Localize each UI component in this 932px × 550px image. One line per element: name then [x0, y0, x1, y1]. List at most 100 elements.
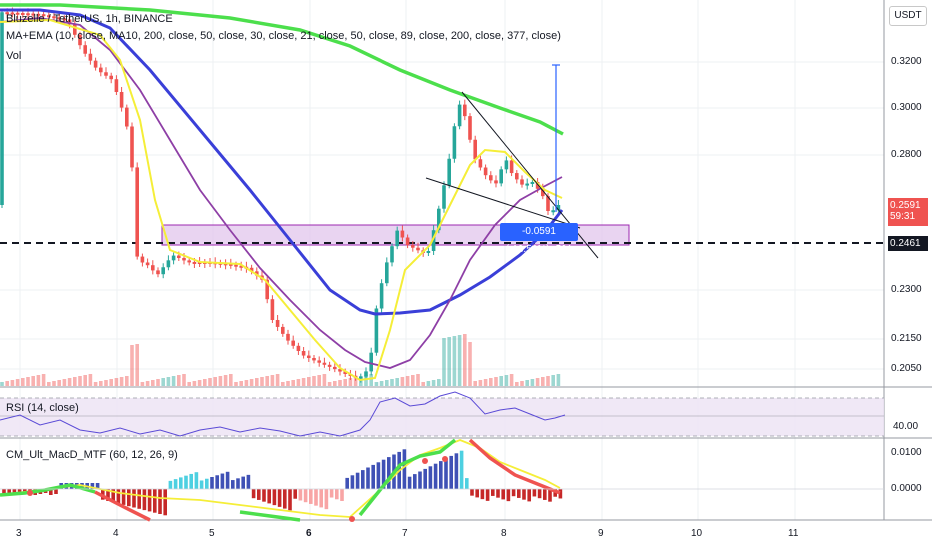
candle-body: [21, 13, 25, 16]
ma-indicator-legend[interactable]: MA+EMA (10, close, MA10, 200, close, 50,…: [6, 30, 561, 42]
ma-blue-line[interactable]: [0, 8, 564, 316]
volume-bar: [426, 381, 431, 386]
candle-body: [338, 369, 342, 372]
candle-body: [187, 260, 191, 263]
volume-bar: [291, 380, 295, 386]
macd-hist-bar: [485, 489, 490, 501]
candle-body: [400, 230, 405, 238]
volume-bar: [88, 374, 93, 386]
volume-bar: [130, 345, 134, 386]
macd-hist-bar: [413, 474, 417, 489]
candle-body: [130, 126, 134, 168]
candle-body: [83, 45, 87, 54]
macd-line[interactable]: [0, 483, 96, 497]
candle-body: [57, 17, 61, 20]
candle-body: [5, 12, 9, 15]
candle-body: [119, 92, 124, 108]
volume-bar: [140, 382, 145, 386]
volume-bar: [213, 377, 217, 386]
macd-hist-bar: [350, 475, 355, 489]
volume-bar: [530, 379, 535, 386]
volume-bar: [15, 379, 20, 386]
volume-bar: [151, 380, 155, 386]
volume-bar: [452, 336, 457, 386]
macd-hist-bar: [220, 473, 225, 489]
macd-hist-bar: [298, 489, 303, 501]
volume-bar: [26, 377, 30, 386]
macd-legend[interactable]: CM_Ult_MacD_MTF (60, 12, 26, 9): [6, 449, 178, 461]
volume-bar: [478, 380, 483, 386]
volume-bar: [494, 377, 498, 386]
candle-body: [395, 230, 399, 247]
macd-hist-bar: [340, 489, 344, 501]
candle-body: [182, 257, 186, 261]
macd-hist-bar: [95, 483, 100, 489]
macd-hist-bar: [205, 478, 209, 489]
candle-body: [379, 283, 384, 309]
macd-hist-bar: [54, 489, 58, 494]
price-tick: 0.2150: [891, 333, 922, 344]
macd-hist-bar: [246, 474, 251, 489]
candle-body: [156, 270, 160, 275]
time-tick: 11: [788, 528, 799, 539]
candle-body: [78, 34, 82, 46]
macd-hist-bar: [511, 489, 516, 497]
candle-body: [36, 13, 41, 16]
time-tick: 3: [16, 528, 22, 539]
volume-bar: [83, 375, 87, 386]
candle-body: [369, 352, 373, 372]
rsi-legend[interactable]: RSI (14, close): [6, 402, 79, 414]
candle-body: [364, 371, 368, 377]
candle-body: [15, 12, 20, 15]
rsi-line[interactable]: [0, 391, 566, 437]
macd-hist-bar: [106, 489, 110, 501]
measure-label[interactable]: -0.0591 (-18.56%) -591: [500, 223, 578, 255]
macd-hist-bar: [366, 467, 370, 489]
candle-body: [530, 182, 535, 184]
macd-signal-line[interactable]: [0, 439, 561, 518]
candle-body: [463, 104, 467, 117]
macd-hist-bar: [184, 475, 188, 489]
volume-bar: [265, 376, 269, 386]
symbol-title[interactable]: Bluzelle / TetherUS, 1h, BINANCE: [6, 13, 173, 25]
volume-indicator-legend[interactable]: Vol: [6, 50, 22, 62]
macd-hist-bar: [168, 480, 173, 489]
candle-body: [317, 360, 321, 363]
volume-bar: [395, 378, 399, 386]
volume-bar: [62, 379, 67, 386]
ma-green-line[interactable]: [0, 3, 564, 136]
volume-bar: [67, 378, 72, 386]
time-tick: 7: [402, 528, 408, 539]
volume-bar: [312, 376, 316, 386]
macd-hist-bar: [267, 489, 271, 504]
volume-bar: [78, 376, 82, 386]
macd-hist-bar: [522, 489, 526, 500]
candle-body: [312, 357, 316, 361]
macd-hist-bar: [199, 480, 204, 489]
currency-button[interactable]: USDT: [889, 6, 927, 26]
trendline-lower[interactable]: [425, 177, 581, 229]
macd-hist-bar: [236, 478, 240, 489]
volume-bar: [468, 342, 472, 386]
macd-hist-bar: [407, 476, 412, 489]
volume-bar: [234, 382, 238, 386]
volume-bar: [457, 335, 462, 386]
candle-body: [307, 355, 311, 358]
volume-bar: [208, 378, 212, 386]
candle-body: [171, 255, 176, 261]
volume-bar: [322, 374, 327, 386]
macd-hist-bar: [428, 466, 433, 489]
volume-bar: [244, 380, 249, 386]
macd-hist-bar: [163, 489, 167, 516]
macd-hist-bar: [537, 489, 542, 499]
candle-body: [52, 16, 56, 19]
candle-body: [494, 180, 498, 184]
macd-hist-bar: [449, 455, 453, 489]
price-tick: 0.3200: [891, 56, 922, 67]
ma-yellow-line[interactable]: [0, 18, 563, 382]
ma-purple-line[interactable]: [0, 17, 563, 369]
volume-bar: [161, 378, 165, 386]
volume-bar: [416, 374, 420, 386]
volume-bar: [0, 382, 4, 386]
